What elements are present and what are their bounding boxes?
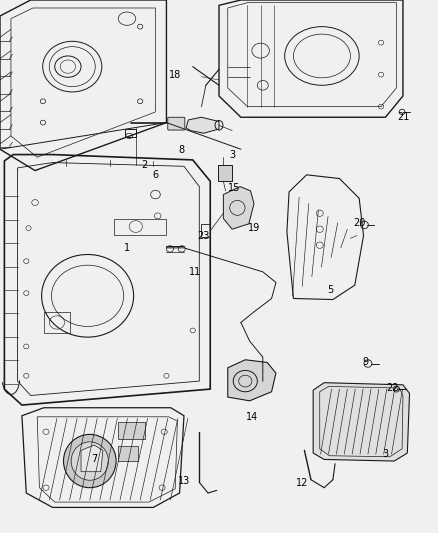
Polygon shape xyxy=(223,187,254,229)
Text: 5: 5 xyxy=(328,286,334,295)
Text: 7: 7 xyxy=(91,455,97,464)
Text: 14: 14 xyxy=(246,412,258,422)
Ellipse shape xyxy=(71,442,109,480)
Text: 8: 8 xyxy=(179,146,185,155)
Polygon shape xyxy=(313,383,410,461)
Text: 15: 15 xyxy=(228,183,240,192)
Text: 23: 23 xyxy=(198,231,210,240)
Text: 18: 18 xyxy=(169,70,181,79)
Bar xyxy=(118,422,145,439)
Text: 20: 20 xyxy=(353,218,365,228)
Text: 6: 6 xyxy=(152,170,159,180)
Text: 9: 9 xyxy=(363,358,369,367)
Polygon shape xyxy=(228,360,276,401)
Bar xyxy=(118,446,138,461)
Polygon shape xyxy=(186,117,219,133)
Text: 1: 1 xyxy=(124,243,130,253)
Text: 11: 11 xyxy=(189,267,201,277)
Text: 19: 19 xyxy=(248,223,260,232)
Text: 3: 3 xyxy=(382,449,389,459)
FancyBboxPatch shape xyxy=(168,117,185,130)
Ellipse shape xyxy=(64,434,116,488)
Text: 12: 12 xyxy=(296,479,308,488)
Text: 21: 21 xyxy=(397,112,409,122)
Text: 3: 3 xyxy=(229,150,235,159)
Polygon shape xyxy=(218,165,232,181)
Text: 13: 13 xyxy=(178,476,190,486)
Text: 22: 22 xyxy=(386,383,398,393)
Polygon shape xyxy=(81,445,103,472)
Text: 2: 2 xyxy=(141,160,148,170)
